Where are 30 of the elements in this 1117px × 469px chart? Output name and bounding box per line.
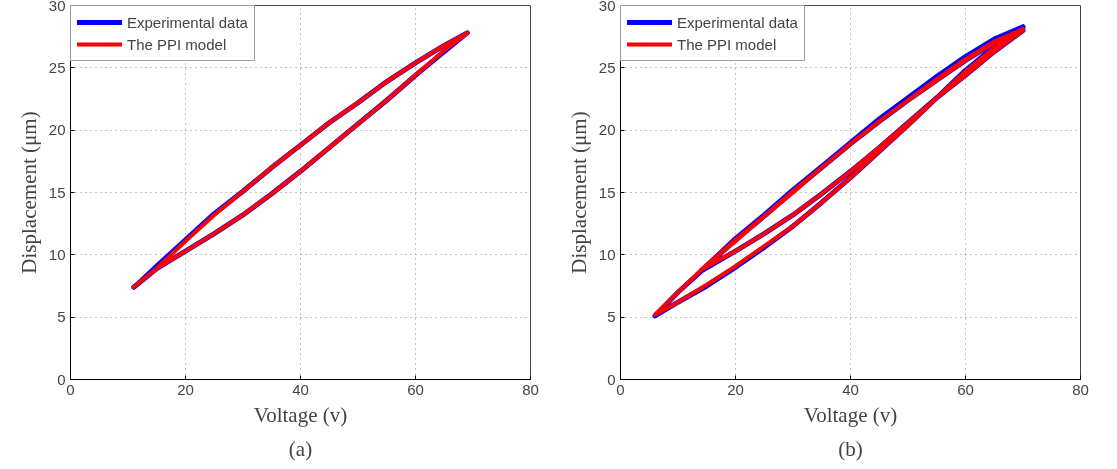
x-tick-label: 60 bbox=[407, 380, 424, 398]
y-tick-label: 25 bbox=[48, 58, 66, 76]
y-axis-title: Displacement (μm) bbox=[566, 111, 591, 274]
x-tick-label: 40 bbox=[842, 380, 859, 398]
text: (b) bbox=[838, 436, 863, 461]
legend-label: Experimental data bbox=[677, 13, 798, 31]
x-tick-label: 20 bbox=[727, 380, 744, 398]
y-tick-label: 5 bbox=[607, 308, 616, 326]
y-tick-label: 30 bbox=[598, 0, 616, 14]
y-tick-label: 25 bbox=[598, 58, 616, 76]
legend-label: The PPI model bbox=[677, 35, 777, 53]
legend-label: The PPI model bbox=[127, 35, 227, 53]
y-tick-label: 10 bbox=[48, 245, 66, 263]
y-tick-label: 10 bbox=[598, 245, 616, 263]
x-tick-label: 20 bbox=[177, 380, 194, 398]
x-axis-title: Voltage (v) bbox=[253, 402, 348, 427]
legend-label: Experimental data bbox=[127, 13, 248, 31]
x-tick-label: 80 bbox=[522, 380, 539, 398]
x-axis-title: Voltage (v) bbox=[803, 402, 898, 427]
x-tick-label: 60 bbox=[957, 380, 974, 398]
text: (a) bbox=[288, 436, 313, 461]
y-tick-label: 15 bbox=[48, 183, 66, 201]
y-tick-label: 30 bbox=[48, 0, 66, 14]
y-tick-label: 5 bbox=[57, 308, 66, 326]
y-tick-label: 15 bbox=[598, 183, 616, 201]
x-tick-label: 40 bbox=[292, 380, 309, 398]
x-tick-label: 80 bbox=[1072, 380, 1089, 398]
y-tick-label: 20 bbox=[598, 121, 616, 139]
y-tick-label: 20 bbox=[48, 121, 66, 139]
y-axis-title: Displacement (μm) bbox=[16, 111, 41, 274]
